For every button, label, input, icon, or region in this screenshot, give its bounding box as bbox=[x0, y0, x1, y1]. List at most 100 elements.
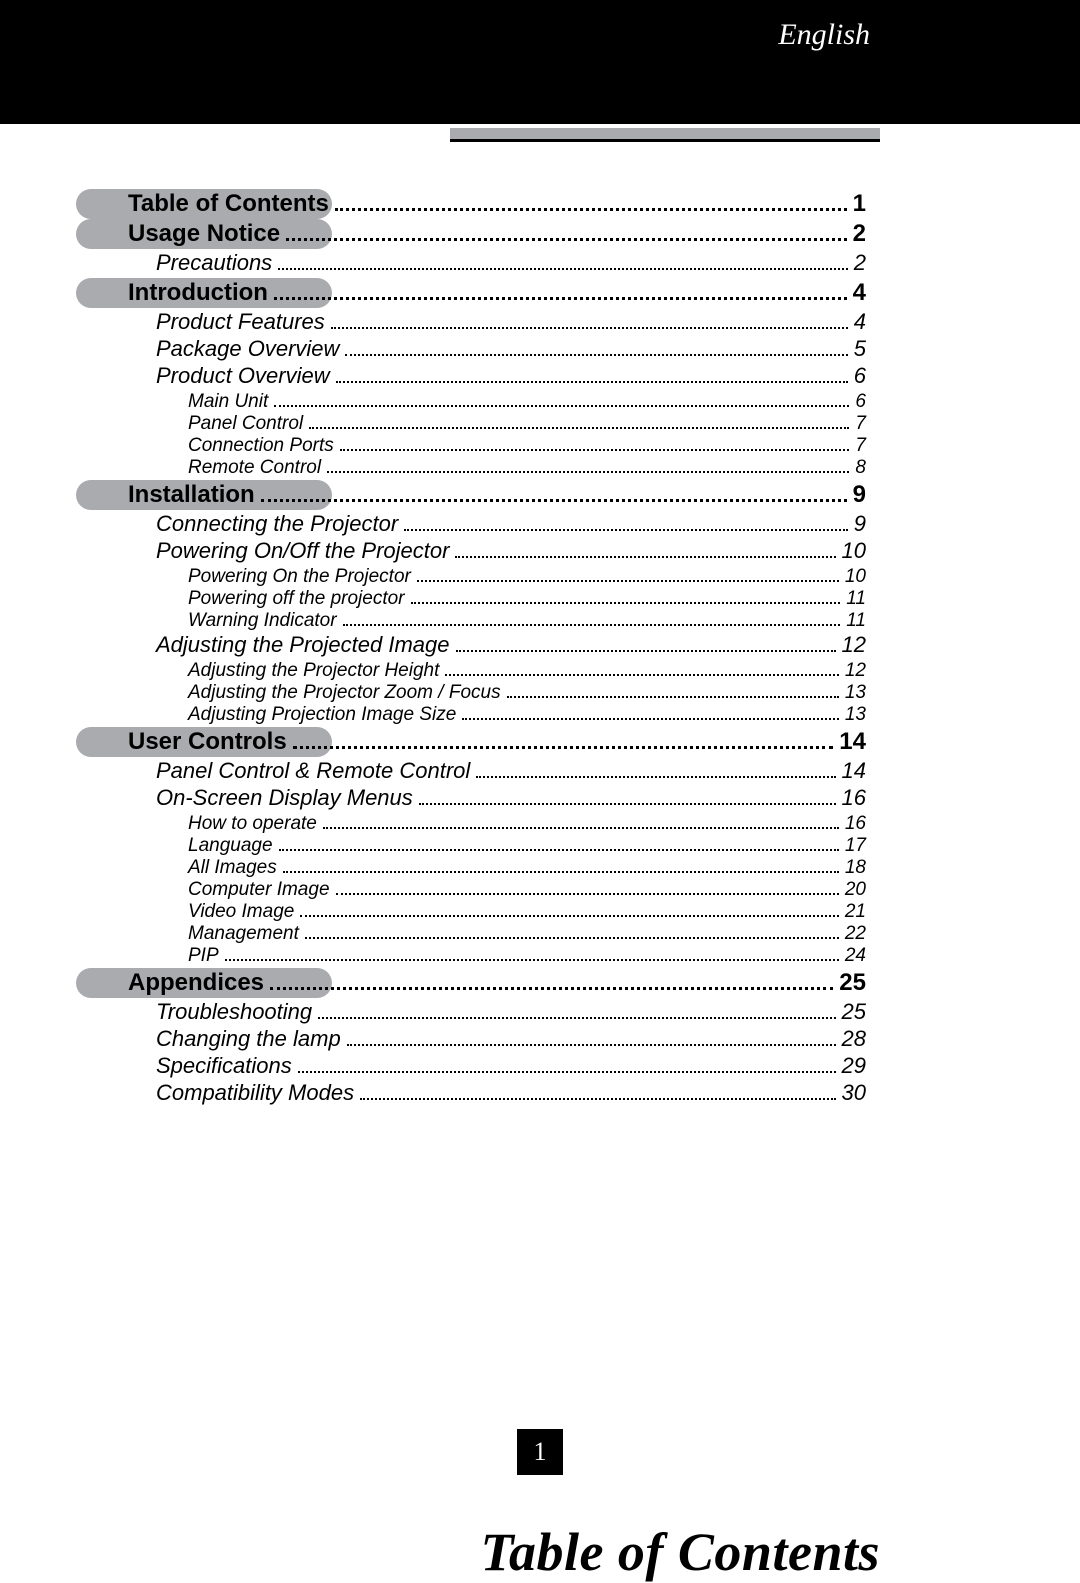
toc-row: Connection Ports7 bbox=[76, 436, 866, 455]
toc-entry: Management 22 bbox=[76, 924, 866, 943]
toc-entry: Powering On/Off the Projector10 bbox=[76, 540, 866, 563]
toc-entry: All Images 18 bbox=[76, 858, 866, 877]
toc-leader-dots bbox=[274, 282, 847, 300]
toc-row: How to operate 16 bbox=[76, 814, 866, 833]
toc-entry: Compatibility Modes30 bbox=[76, 1082, 866, 1105]
toc-row: Adjusting Projection Image Size 13 bbox=[76, 705, 866, 724]
toc-label: Panel Control bbox=[188, 414, 303, 433]
toc-label: All Images bbox=[188, 858, 277, 877]
toc-row: Changing the lamp28 bbox=[76, 1028, 866, 1051]
toc-leader-dots bbox=[455, 542, 835, 559]
toc-row: Warning Indicator11 bbox=[76, 611, 866, 630]
page-title: Table of Contents bbox=[480, 1522, 880, 1582]
toc-row: Main Unit6 bbox=[76, 392, 866, 411]
toc-leader-dots bbox=[507, 684, 839, 698]
toc-entry: Troubleshooting25 bbox=[76, 1001, 866, 1024]
toc-leader-dots bbox=[309, 415, 849, 429]
toc-label: Product Features bbox=[156, 311, 325, 333]
toc-entry: Connecting the Projector9 bbox=[76, 513, 866, 536]
toc-row: Compatibility Modes30 bbox=[76, 1082, 866, 1105]
toc-row: Troubleshooting25 bbox=[76, 1001, 866, 1024]
toc-label: Specifications bbox=[156, 1055, 292, 1077]
toc-page: 1 bbox=[853, 192, 866, 216]
toc-entry: Computer Image20 bbox=[76, 880, 866, 899]
toc-row: Powering On the Projector10 bbox=[76, 567, 866, 586]
toc-entry: Powering off the projector11 bbox=[76, 589, 866, 608]
toc-entry: User Controls14 bbox=[76, 730, 866, 754]
toc-label: Panel Control & Remote Control bbox=[156, 760, 470, 782]
toc-label: Adjusting the Projector Zoom / Focus bbox=[188, 683, 501, 702]
toc-entry: Installation9 bbox=[76, 483, 866, 507]
page-title-wrap: Table of Contents bbox=[480, 1521, 880, 1583]
toc-page: 30 bbox=[842, 1082, 866, 1104]
toc-leader-dots bbox=[300, 903, 839, 917]
toc-page: 11 bbox=[846, 589, 866, 608]
toc-page: 14 bbox=[839, 730, 866, 754]
toc-row: Connecting the Projector9 bbox=[76, 513, 866, 536]
toc-row: Table of Contents 1 bbox=[76, 192, 866, 216]
toc-entry: Changing the lamp28 bbox=[76, 1028, 866, 1051]
toc-leader-dots bbox=[336, 881, 839, 895]
toc-entry: Adjusting the Projector Height 12 bbox=[76, 661, 866, 680]
toc-entry: Adjusting Projection Image Size 13 bbox=[76, 705, 866, 724]
toc-label: PIP bbox=[188, 946, 219, 965]
toc-row: Introduction4 bbox=[76, 281, 866, 305]
toc-page: 16 bbox=[845, 814, 866, 833]
toc-page: 22 bbox=[845, 924, 866, 943]
toc-label: Adjusting the Projector Height bbox=[188, 661, 439, 680]
toc-entry: Product Features4 bbox=[76, 311, 866, 334]
toc-label: Table of Contents bbox=[128, 192, 329, 216]
toc-label: Management bbox=[188, 924, 299, 943]
toc-entry: Language17 bbox=[76, 836, 866, 855]
toc-row: Product Features4 bbox=[76, 311, 866, 334]
toc-row: Usage Notice2 bbox=[76, 222, 866, 246]
toc-entry: On-Screen Display Menus16 bbox=[76, 787, 866, 810]
toc-label: Powering On the Projector bbox=[188, 567, 411, 586]
toc-leader-dots bbox=[445, 662, 838, 676]
toc-page: 6 bbox=[854, 365, 866, 387]
toc-page: 12 bbox=[845, 661, 866, 680]
toc-label: How to operate bbox=[188, 814, 317, 833]
toc-label: Troubleshooting bbox=[156, 1001, 312, 1023]
toc-leader-dots bbox=[278, 254, 848, 271]
toc-entry: Table of Contents 1 bbox=[76, 192, 866, 216]
toc-row: Appendices25 bbox=[76, 971, 866, 995]
toc-label: Connecting the Projector bbox=[156, 513, 398, 535]
page: English Table of Contents Table of Conte… bbox=[0, 0, 1080, 1529]
toc-label: Appendices bbox=[128, 971, 264, 995]
toc-leader-dots bbox=[417, 568, 839, 582]
toc-leader-dots bbox=[345, 340, 847, 357]
toc-leader-dots bbox=[340, 437, 850, 451]
toc-page: 7 bbox=[855, 414, 866, 433]
toc-label: Powering On/Off the Projector bbox=[156, 540, 449, 562]
page-number: 1 bbox=[534, 1437, 547, 1467]
toc-page: 2 bbox=[853, 222, 866, 246]
toc-entry: Connection Ports7 bbox=[76, 436, 866, 455]
toc-row: PIP24 bbox=[76, 946, 866, 965]
toc-page: 12 bbox=[842, 634, 866, 656]
toc-leader-dots bbox=[347, 1030, 836, 1047]
toc-entry: Introduction4 bbox=[76, 281, 866, 305]
toc-page: 13 bbox=[845, 705, 866, 724]
toc-row: Specifications 29 bbox=[76, 1055, 866, 1078]
toc-page: 29 bbox=[842, 1055, 866, 1077]
toc-entry: Warning Indicator11 bbox=[76, 611, 866, 630]
toc-label: Video Image bbox=[188, 902, 294, 921]
toc-leader-dots bbox=[411, 590, 841, 604]
toc-entry: Powering On the Projector10 bbox=[76, 567, 866, 586]
toc-page: 18 bbox=[845, 858, 866, 877]
toc-label: Adjusting Projection Image Size bbox=[188, 705, 456, 724]
toc-leader-dots bbox=[225, 947, 839, 961]
toc-page: 5 bbox=[854, 338, 866, 360]
toc-page: 7 bbox=[855, 436, 866, 455]
toc-row: Video Image21 bbox=[76, 902, 866, 921]
toc-row: Language17 bbox=[76, 836, 866, 855]
toc-label: Main Unit bbox=[188, 392, 268, 411]
toc-entry: Usage Notice2 bbox=[76, 222, 866, 246]
toc-label: Changing the lamp bbox=[156, 1028, 341, 1050]
toc-leader-dots bbox=[336, 367, 848, 384]
toc-label: Remote Control bbox=[188, 458, 321, 477]
toc-entry: Appendices25 bbox=[76, 971, 866, 995]
toc-leader-dots bbox=[298, 1057, 836, 1074]
toc-page: 2 bbox=[854, 252, 866, 274]
